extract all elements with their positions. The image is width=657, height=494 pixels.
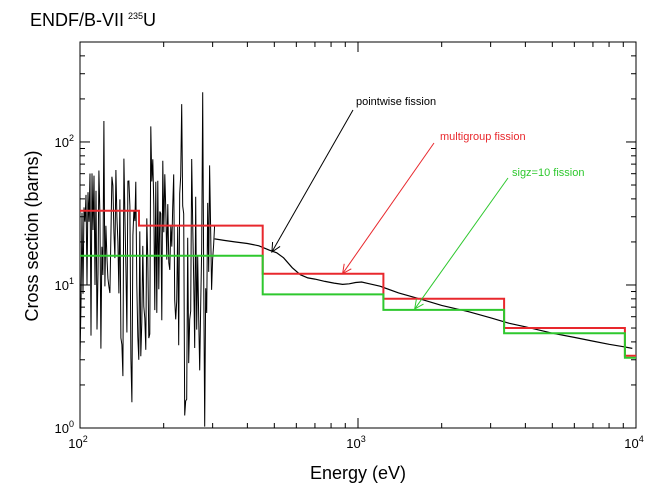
annotation-sigz-10-fission-arrow (414, 177, 509, 310)
x-tick-label-exp: 3 (361, 434, 366, 444)
x-axis-label: Energy (eV) (310, 463, 406, 483)
annotation-multigroup-fission-arrowhead (341, 263, 352, 275)
chart-title-text: ENDF/B-VII (30, 10, 124, 30)
x-tick-label-base: 10 (624, 436, 638, 451)
series-pointwise-resonance (79, 92, 216, 427)
annotations-group: pointwise fission multigroup fission sigz=… (271, 96, 584, 310)
series-group (79, 92, 636, 427)
x-tick-label-base: 10 (346, 436, 360, 451)
chart-title-suffix: U (143, 10, 156, 30)
x-tick-label-base: 10 (68, 436, 82, 451)
annotation-pointwise-fission-arrow (271, 109, 354, 253)
annotation-multigroup-fission-arrow (342, 142, 435, 274)
y-tick-label: 102 (55, 133, 74, 150)
annotation-sigz-10-fission: sigz=10 fission (512, 167, 584, 179)
y-axis-label: Cross section (barns) (22, 150, 42, 321)
y-tick-label: 101 (55, 276, 74, 293)
chart-title-superscript: 235 (128, 11, 143, 21)
annotation-multigroup-fission: multigroup fission (440, 131, 526, 143)
annotation-pointwise-fission-arrowhead (271, 241, 281, 253)
x-tick-label-exp: 2 (83, 434, 88, 444)
y-tick-label-base: 10 (55, 278, 69, 293)
x-tick-label: 104 (624, 434, 643, 451)
annotation-sigz-10-fission-arrowhead (414, 299, 424, 310)
annotation-pointwise-fission: pointwise fission (356, 96, 436, 108)
x-tick-label-exp: 4 (639, 434, 644, 444)
y-tick-label: 100 (55, 419, 74, 436)
y-tick-label-exp: 0 (69, 419, 74, 429)
x-tick-label: 102 (68, 434, 87, 451)
y-tick-label-exp: 2 (69, 133, 74, 143)
y-tick-label-base: 10 (55, 421, 69, 436)
series-sigz-10-fission (80, 254, 636, 359)
y-tick-label-exp: 1 (69, 276, 74, 286)
y-tick-label-base: 10 (55, 135, 69, 150)
chart-title: ENDF/B-VII 235U (30, 10, 156, 30)
x-tick-label: 103 (346, 434, 365, 451)
